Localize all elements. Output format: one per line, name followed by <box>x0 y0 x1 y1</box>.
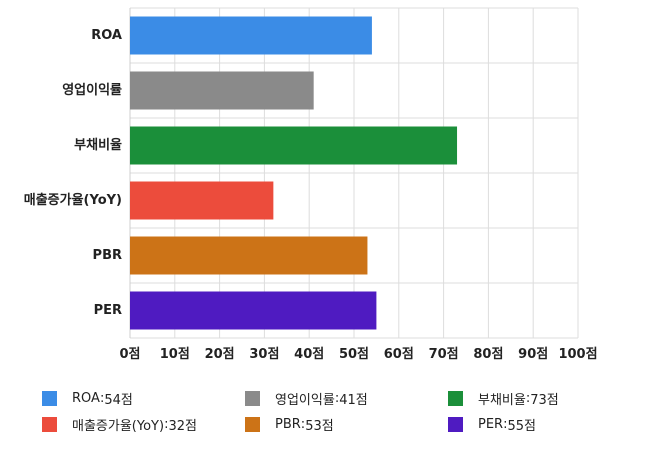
legend-text-0: ROA: 54점 <box>72 389 133 408</box>
legend-item-2[interactable]: 부채비율: 73점 <box>448 389 642 408</box>
legend-value-0: 54점 <box>104 392 133 408</box>
legend-swatch-1 <box>245 390 260 406</box>
legend-label-0: ROA <box>72 390 100 406</box>
legend-item-5[interactable]: PER: 55점 <box>448 415 642 434</box>
x-axis-tick-label-10: 100점 <box>558 347 597 362</box>
legend-item-4[interactable]: PBR: 53점 <box>245 415 448 434</box>
legend-separator-1: : <box>334 390 340 406</box>
bar-5[interactable] <box>130 291 377 330</box>
bar-4[interactable] <box>130 236 368 275</box>
legend-label-3: 매출증가율(YoY) <box>72 418 165 434</box>
y-axis-label-2: 부채비율 <box>74 137 122 153</box>
legend-label-5: PER <box>478 416 504 432</box>
legend-separator-4: : <box>300 416 306 432</box>
x-axis-labels: 0점 10점 20점 30점 40점 50점 60점 70점 80점 90점 100점 <box>119 347 597 362</box>
legend-swatch-4 <box>245 416 260 432</box>
legend-item-3[interactable]: 매출증가율(YoY): 32점 <box>42 415 245 434</box>
legend-text-5: PER: 55점 <box>478 415 536 434</box>
legend-text-4: PBR: 53점 <box>275 415 334 434</box>
legend-swatch-2 <box>448 390 463 406</box>
y-axis-label-5: PER <box>94 303 122 318</box>
legend-swatch-3 <box>42 416 57 432</box>
legend-separator-2: : <box>525 390 531 406</box>
x-axis-tick-label-1: 10점 <box>160 347 190 362</box>
legend-value-2: 73점 <box>530 392 559 408</box>
bar-2[interactable] <box>130 126 458 165</box>
legend-value-1: 41점 <box>339 392 368 408</box>
legend-value-4: 53점 <box>305 418 334 434</box>
legend-value-5: 55점 <box>507 418 536 434</box>
bars-group <box>130 16 458 330</box>
y-axis-label-4: PBR <box>93 248 122 263</box>
grid-lines <box>129 7 579 339</box>
y-axis-label-1: 영업이익률 <box>62 82 122 98</box>
legend-label-1: 영업이익률 <box>275 392 335 408</box>
y-axis-label-3: 매출증가율(YoY) <box>24 192 122 208</box>
bar-1[interactable] <box>130 71 314 110</box>
legend-item-0[interactable]: ROA: 54점 <box>42 389 245 408</box>
legend-label-4: PBR <box>275 416 301 432</box>
legend-separator-0: : <box>99 390 105 406</box>
bar-0[interactable] <box>130 16 372 55</box>
x-axis-tick-label-8: 80점 <box>473 347 503 362</box>
x-axis-tick-label-5: 50점 <box>339 347 369 362</box>
x-axis-tick-label-7: 70점 <box>429 347 459 362</box>
x-axis-tick-label-4: 40점 <box>294 347 324 362</box>
x-axis-tick-label-2: 20점 <box>205 347 235 362</box>
legend-label-2: 부채비율 <box>478 392 526 408</box>
x-axis-tick-label-3: 30점 <box>249 347 279 362</box>
x-axis-tick-label-6: 60점 <box>384 347 414 362</box>
x-axis-tick-label-9: 90점 <box>518 347 548 362</box>
bar-3[interactable] <box>130 181 274 220</box>
legend-text-1: 영업이익률: 41점 <box>275 389 368 408</box>
legend-separator-5: : <box>503 416 508 432</box>
legend-item-1[interactable]: 영업이익률: 41점 <box>245 389 448 408</box>
y-axis-label-0: ROA <box>91 28 122 43</box>
legend-text-3: 매출증가율(YoY): 32점 <box>72 415 197 434</box>
legend-separator-3: : <box>164 416 169 432</box>
legend-swatch-5 <box>448 416 463 432</box>
legend-value-3: 32점 <box>168 418 197 434</box>
x-axis-tick-label-0: 0점 <box>119 347 140 362</box>
legend-swatch-0 <box>42 390 57 406</box>
legend-text-2: 부채비율: 73점 <box>478 389 559 408</box>
